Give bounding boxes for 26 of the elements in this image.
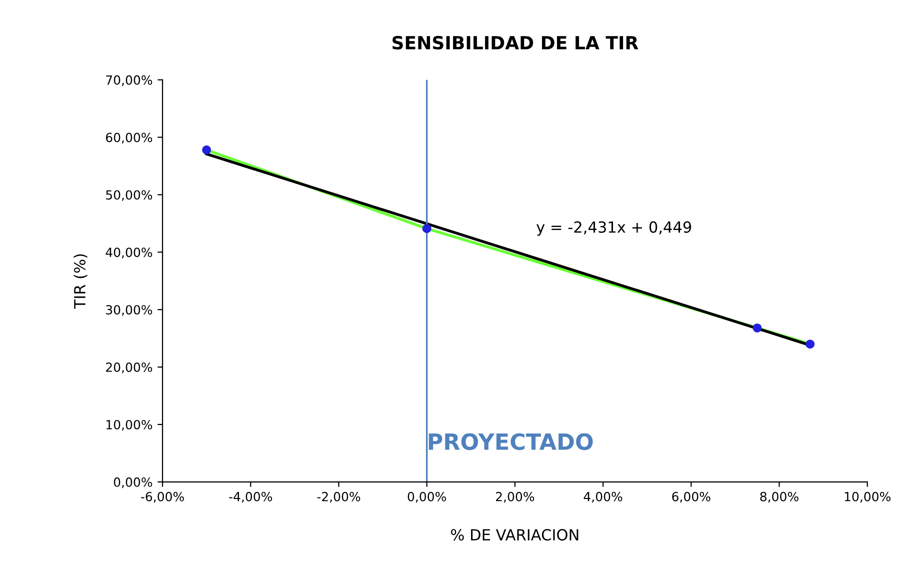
x-tick-label: 8,00% — [760, 492, 798, 503]
x-tick-label: -6,00% — [141, 492, 184, 503]
annotation: y = -2,431x + 0,449 — [536, 221, 692, 236]
point — [422, 224, 432, 234]
point — [806, 340, 815, 349]
y-tick-label: 40,00% — [106, 248, 152, 258]
point — [752, 323, 762, 332]
y-tick-label: 20,00% — [106, 362, 152, 374]
x-tick-label: 2,00% — [496, 492, 534, 503]
y-tick-label: 70,00% — [106, 75, 152, 86]
x-tick-label: 0,00% — [408, 492, 446, 503]
x-tick-label: 4,00% — [584, 492, 622, 503]
x-tick-label: 10,00% — [844, 492, 890, 503]
y-tick-label: 60,00% — [106, 132, 152, 144]
y-tick-label: 50,00% — [106, 190, 152, 201]
point — [202, 145, 212, 154]
ref-line-label: PROYECTADO — [428, 433, 593, 450]
x-axis-title: % DE VARIACION — [451, 529, 578, 541]
x-tick-label: -4,00% — [229, 492, 272, 503]
y-axis-title: TIR (%) — [74, 254, 88, 309]
y-tick-label: 10,00% — [106, 420, 152, 431]
y-tick-label: 30,00% — [106, 305, 152, 316]
x-tick-label: -2,00% — [317, 492, 360, 503]
chart-title: SENSIBILIDAD DE LA TIR — [392, 36, 638, 50]
y-tick-label: 0,00% — [114, 477, 152, 488]
x-tick-label: 6,00% — [672, 492, 710, 503]
